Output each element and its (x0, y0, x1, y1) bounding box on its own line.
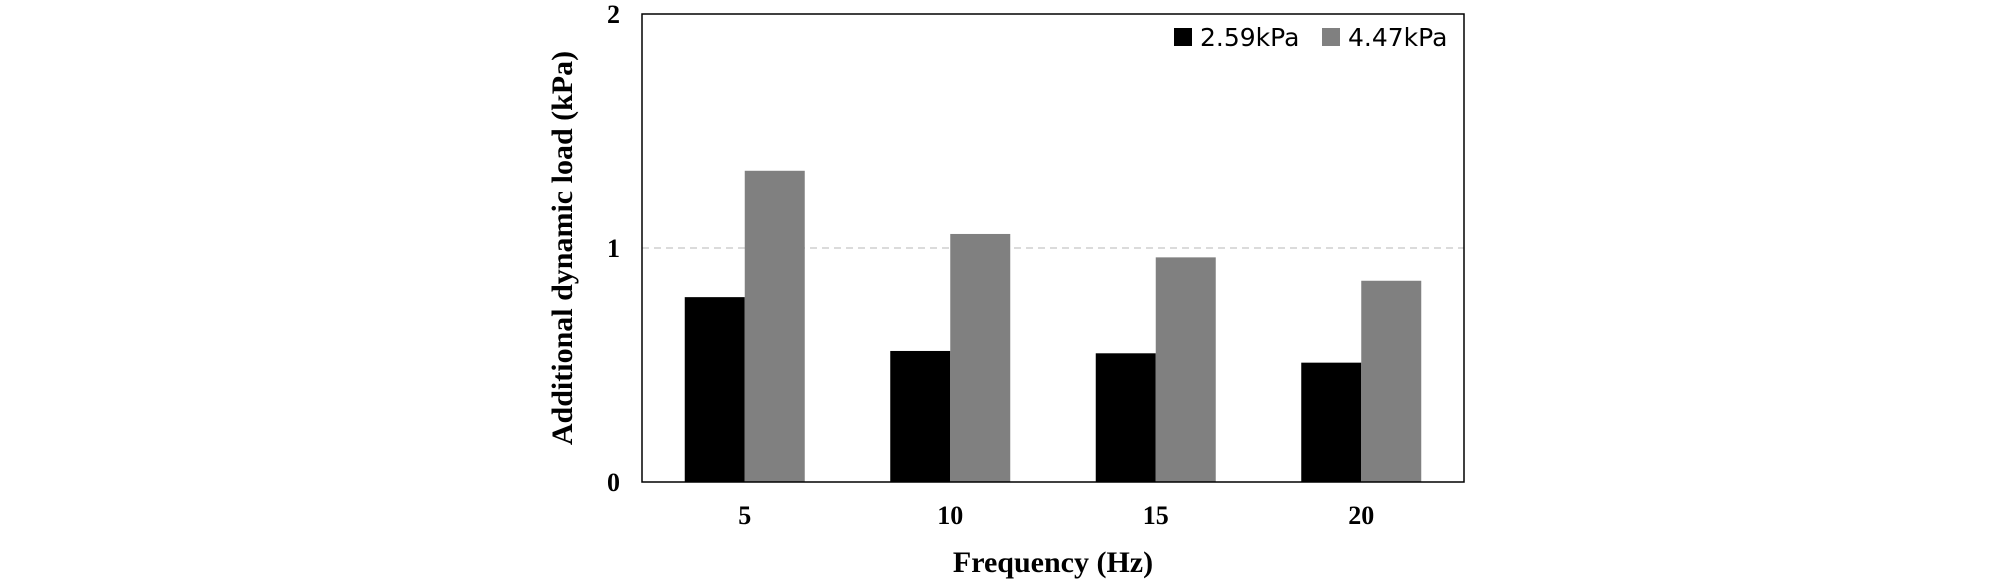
legend-label-2.59kpa: 2.59kPa (1200, 23, 1299, 52)
y-tick-label-0: 0 (607, 468, 620, 497)
legend: 2.59kPa 4.47kPa (1174, 23, 1447, 52)
bar-2.59kpa-10 (890, 350, 951, 482)
bar-4.47kpa-10 (950, 233, 1011, 482)
bar-2.59kpa-20 (1301, 362, 1362, 482)
legend-swatch-4.47kpa (1322, 28, 1340, 46)
legend-label-4.47kpa: 4.47kPa (1348, 23, 1447, 52)
x-tick-label-5: 5 (738, 501, 751, 530)
plot-frame (641, 13, 1465, 483)
bar-4.47kpa-15 (1155, 257, 1216, 482)
x-tick-label-15: 15 (1143, 501, 1169, 530)
legend-swatch-2.59kpa (1174, 28, 1192, 46)
bar-4.47kpa-5 (744, 170, 805, 482)
y-axis-title: Additional dynamic load (kPa) (546, 51, 579, 445)
x-tick-label-10: 10 (937, 501, 963, 530)
y-tick-label-2: 2 (607, 0, 620, 29)
bar-4.47kpa-20 (1361, 280, 1422, 482)
bars-layer (684, 170, 1422, 482)
x-tick-labels: 5 10 15 20 (738, 501, 1374, 530)
y-tick-label-1: 1 (607, 234, 620, 263)
y-tick-labels: 0 1 2 (607, 0, 620, 497)
bar-2.59kpa-15 (1095, 353, 1156, 482)
bar-2.59kpa-5 (684, 297, 745, 482)
x-tick-label-20: 20 (1348, 501, 1374, 530)
x-axis-title: Frequency (Hz) (953, 546, 1153, 579)
